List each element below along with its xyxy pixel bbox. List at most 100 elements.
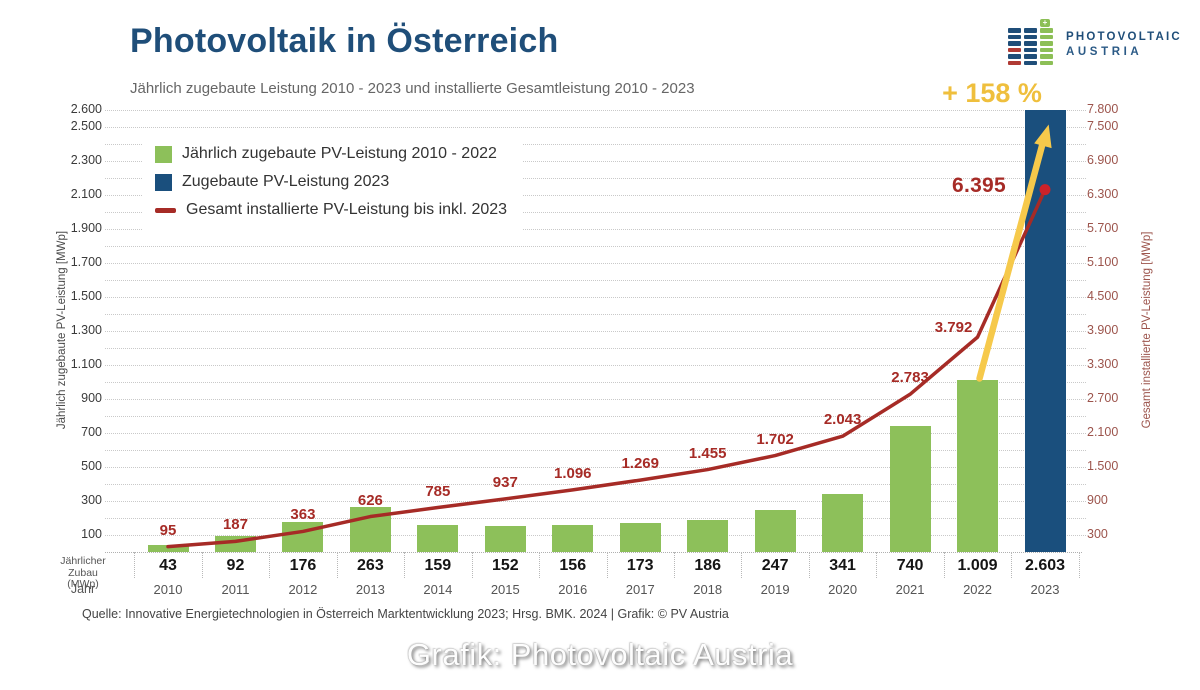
logo-bar-column	[1008, 28, 1021, 65]
logo-bar	[1040, 34, 1053, 39]
right-axis-tick-label: 6.300	[1087, 187, 1119, 201]
table-column-separator	[471, 552, 473, 578]
logo-bar	[1040, 41, 1053, 46]
line-value-label: 6.395	[951, 173, 1007, 197]
table-column-separator	[201, 552, 203, 578]
right-axis-tick-label: 7.800	[1087, 102, 1119, 116]
annual-addition-value: 156	[559, 557, 587, 574]
logo-bar	[1008, 54, 1021, 59]
table-column-separator	[539, 552, 541, 578]
table-column-separator	[1011, 552, 1013, 578]
table-column-separator	[808, 552, 810, 578]
blue-bar-swatch-icon	[155, 173, 172, 191]
bar-annual	[822, 494, 864, 552]
year-label: 2015	[490, 582, 520, 597]
gridline	[105, 467, 1086, 468]
legend-label: Jährlich zugebaute PV-Leistung 2010 - 20…	[182, 145, 497, 162]
right-axis-tick-label: 300	[1087, 527, 1108, 541]
year-label: 2020	[828, 582, 858, 597]
left-axis-tick-label: 900	[81, 391, 102, 405]
chart-plot-area: 95 187 363 626 785 937 1.096 1.269 1.455 1.702 2.0…	[105, 109, 1086, 552]
annual-addition-value: 2.603	[1024, 557, 1066, 574]
line-value-label: 785	[425, 482, 451, 500]
table-column-separator	[336, 552, 338, 578]
growth-arrow	[976, 138, 1047, 382]
gridline	[105, 127, 1086, 128]
logo-text-line2: AUSTRIA	[1066, 46, 1143, 58]
left-axis-tick-label: 2.500	[70, 119, 102, 133]
year-label: 2014	[423, 582, 453, 597]
left-axis-tick-label: 1.700	[70, 255, 102, 269]
gridline	[105, 348, 1086, 349]
gridline	[105, 331, 1086, 332]
logo-bar	[1024, 28, 1037, 33]
bar-annual	[484, 526, 526, 552]
green-bar-swatch-icon	[155, 145, 172, 163]
logo-bar	[1008, 34, 1021, 39]
gridline	[105, 450, 1086, 451]
line-value-label: 2.043	[823, 411, 862, 429]
bar-annual	[417, 524, 459, 552]
left-axis-tick-label: 1.100	[70, 357, 102, 371]
annual-addition-row-label: Jährlicher Zubau (MWp)	[52, 555, 114, 591]
line-value-label: 187	[222, 516, 248, 534]
line-value-label: 3.792	[934, 319, 973, 337]
year-label: 2012	[288, 582, 318, 597]
annual-addition-value: 186	[694, 557, 722, 574]
line-value-label: 1.096	[553, 464, 592, 482]
left-axis-tick-label: 100	[81, 527, 102, 541]
line-value-label: 1.269	[621, 455, 659, 473]
gridline	[105, 399, 1086, 400]
year-label: 2018	[693, 582, 723, 597]
right-axis-tick-label: 2.100	[1087, 425, 1119, 439]
logo-text: PHOTOVOLTAIC AUSTRIA	[1066, 30, 1182, 60]
right-axis-tick-label: 3.300	[1087, 357, 1119, 371]
cumulative-line-layer	[166, 124, 1052, 549]
line-value-label: 626	[357, 491, 383, 509]
legend-item-annual-additions: Jährlich zugebaute PV-Leistung 2010 - 20…	[155, 140, 507, 168]
bar-annual	[687, 520, 729, 552]
growth-annotation: + 158 %	[942, 78, 1042, 108]
logo-bar	[1024, 41, 1037, 46]
right-axis-title: Gesamt installierte PV-Leistung [MWp]	[1141, 231, 1153, 429]
annual-addition-value: 173	[626, 557, 654, 574]
annual-addition-value: 341	[829, 557, 856, 574]
bar-annual	[552, 525, 594, 552]
logo-bar	[1024, 47, 1037, 52]
gridline	[105, 212, 1086, 213]
logo-bar	[1040, 47, 1053, 52]
gridline	[105, 518, 1086, 519]
legend-item-2023-addition: Zugebaute PV-Leistung 2023	[155, 168, 507, 196]
table-column-separator	[134, 552, 136, 578]
logo-bar	[1024, 34, 1037, 39]
table-column-separator	[404, 552, 406, 578]
right-axis-tick-label: 6.900	[1087, 153, 1119, 167]
gridline	[105, 280, 1086, 281]
year-label: 2022	[963, 582, 992, 597]
year-label: 2019	[760, 582, 790, 597]
bottom-caption: Grafik: Photovoltaic Austria	[406, 637, 794, 672]
bar-annual	[619, 522, 661, 552]
bar-annual	[754, 510, 796, 552]
right-axis-tick-label: 900	[1087, 493, 1108, 507]
legend-label: Gesamt installierte PV-Leistung bis inkl…	[186, 201, 508, 218]
gridline	[105, 195, 1086, 196]
year-label: 2013	[355, 582, 385, 597]
annual-addition-value: 43	[159, 557, 177, 574]
logo-bar	[1040, 54, 1053, 59]
logo-bar	[1008, 60, 1021, 65]
left-axis-tick-label: 2.100	[70, 187, 102, 201]
year-row-label: Jahr	[70, 582, 96, 596]
logo-bar-column	[1040, 28, 1053, 65]
left-axis-tick-label: 2.300	[70, 153, 102, 167]
logo-text-line1: PHOTOVOLTAIC	[1066, 31, 1182, 43]
logo-bar	[1040, 60, 1053, 65]
gridline	[105, 382, 1086, 383]
left-axis-tick-label: 1.500	[70, 289, 102, 303]
legend-label: Zugebaute PV-Leistung 2023	[182, 173, 390, 190]
growth-arrow-head-icon	[1034, 124, 1052, 149]
right-axis-tick-label: 1.500	[1087, 459, 1119, 473]
annual-addition-value: 152	[491, 557, 519, 574]
gridline	[105, 484, 1086, 485]
